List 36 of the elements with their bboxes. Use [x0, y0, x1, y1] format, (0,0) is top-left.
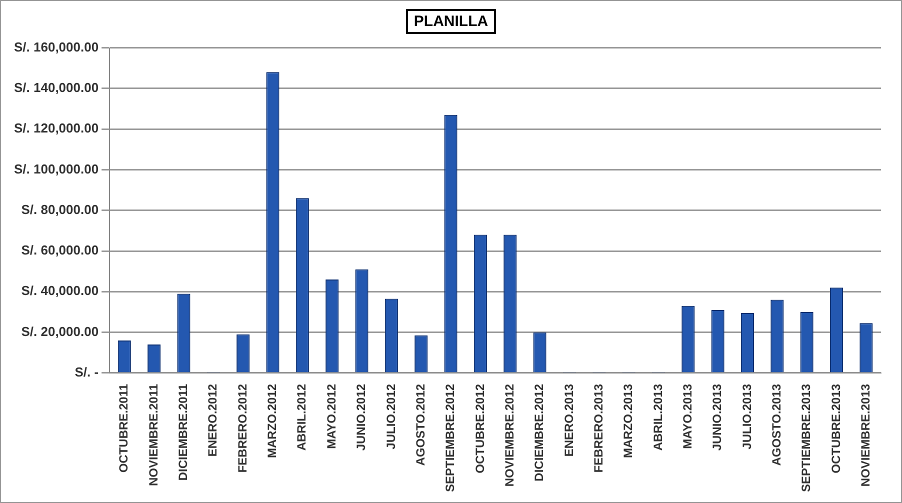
x-tick-label: DICIEMBRE.2012 [532, 384, 546, 482]
x-tick-label: NOVIEMBRE.2013 [858, 384, 872, 487]
x-tick-label: ENERO.2013 [562, 384, 576, 457]
x-tick-label: MAYO.2013 [680, 384, 694, 449]
x-tick-label: OCTUBRE.2012 [472, 384, 487, 474]
x-tick-label: MAYO.2012 [324, 384, 338, 449]
chart-title: PLANILLA [406, 9, 496, 34]
y-tick-label: S/. 60,000.00 [21, 242, 99, 258]
x-tick-label: DICIEMBRE.2011 [176, 384, 190, 481]
x-tick-label: FEBRERO.2013 [591, 384, 606, 473]
y-tick-label: S/. 100,000.00 [14, 161, 99, 176]
x-tick-label: ABRIL.2013 [650, 384, 665, 451]
x-tick-label: FEBRERO.2012 [235, 384, 250, 473]
x-tick-label: JUNIO.2013 [710, 384, 724, 451]
x-tick-label: AGOSTO.2012 [413, 384, 428, 466]
x-tick-label: AGOSTO.2013 [769, 384, 784, 466]
x-tick-label: SEPTIEMBRE.2013 [799, 384, 814, 492]
x-tick-label: JULIO.2013 [740, 384, 754, 450]
x-tick-label: OCTUBRE.2011 [116, 384, 131, 473]
x-tick-label: MARZO.2013 [621, 384, 636, 458]
x-tick-label: NOVIEMBRE.2012 [502, 384, 516, 487]
x-tick-label: OCTUBRE.2013 [828, 384, 843, 474]
y-tick-label: S/. 20,000.00 [21, 324, 99, 339]
y-tick-label: S/. 80,000.00 [21, 202, 99, 217]
y-tick-label: S/. 40,000.00 [21, 283, 99, 298]
x-tick-label: JULIO.2012 [384, 384, 398, 450]
x-tick-label: SEPTIEMBRE.2012 [443, 384, 458, 492]
x-tick-label: ENERO.2012 [206, 384, 220, 457]
x-tick-label: MARZO.2012 [265, 384, 280, 458]
x-tick-label: JUNIO.2012 [354, 384, 368, 451]
x-tick-label: ABRIL.2012 [294, 384, 309, 451]
y-tick-label: S/. 140,000.00 [14, 80, 99, 96]
y-tick-label: S/. - [74, 364, 99, 380]
y-tick-label: S/. 160,000.00 [14, 39, 99, 54]
y-tick-label: S/. 120,000.00 [14, 120, 99, 136]
x-tick-label: NOVIEMBRE.2011 [146, 384, 160, 486]
